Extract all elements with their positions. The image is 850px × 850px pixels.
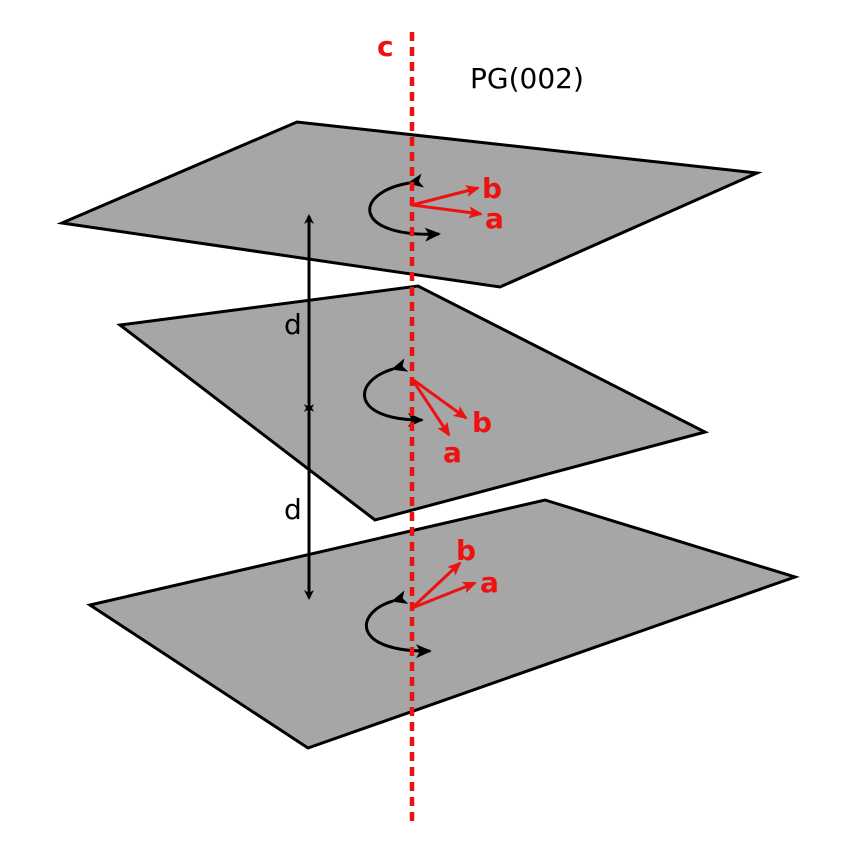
middle-plane: b a [116, 284, 710, 522]
diagram-title: PG(002) [470, 62, 584, 95]
bottom-vector-a [411, 581, 477, 610]
bottom-plane-surface [86, 498, 800, 750]
top-vector-b [411, 185, 480, 207]
c-axis-label: c [377, 30, 394, 63]
lower-spacing-label: d [284, 493, 302, 526]
top-label-b: b [482, 172, 502, 205]
bottom-label-a: a [480, 566, 499, 599]
bottom-label-b: b [456, 534, 476, 567]
middle-label-a: a [443, 436, 462, 469]
middle-vector-a [410, 378, 451, 437]
top-plane-surface [56, 120, 763, 289]
bottom-plane: b a [86, 498, 800, 750]
upper-spacing-label: d [284, 308, 302, 341]
middle-label-b: b [472, 406, 492, 439]
top-vector-a [411, 203, 483, 219]
middle-rotation-arrow-icon [363, 358, 424, 427]
bottom-rotation-arrow-icon [365, 590, 432, 659]
middle-vector-b [411, 377, 468, 420]
top-plane: b a [56, 120, 763, 289]
bottom-vector-b [410, 561, 462, 610]
top-label-a: a [485, 202, 504, 235]
spacing-indicators: d d [284, 214, 314, 600]
